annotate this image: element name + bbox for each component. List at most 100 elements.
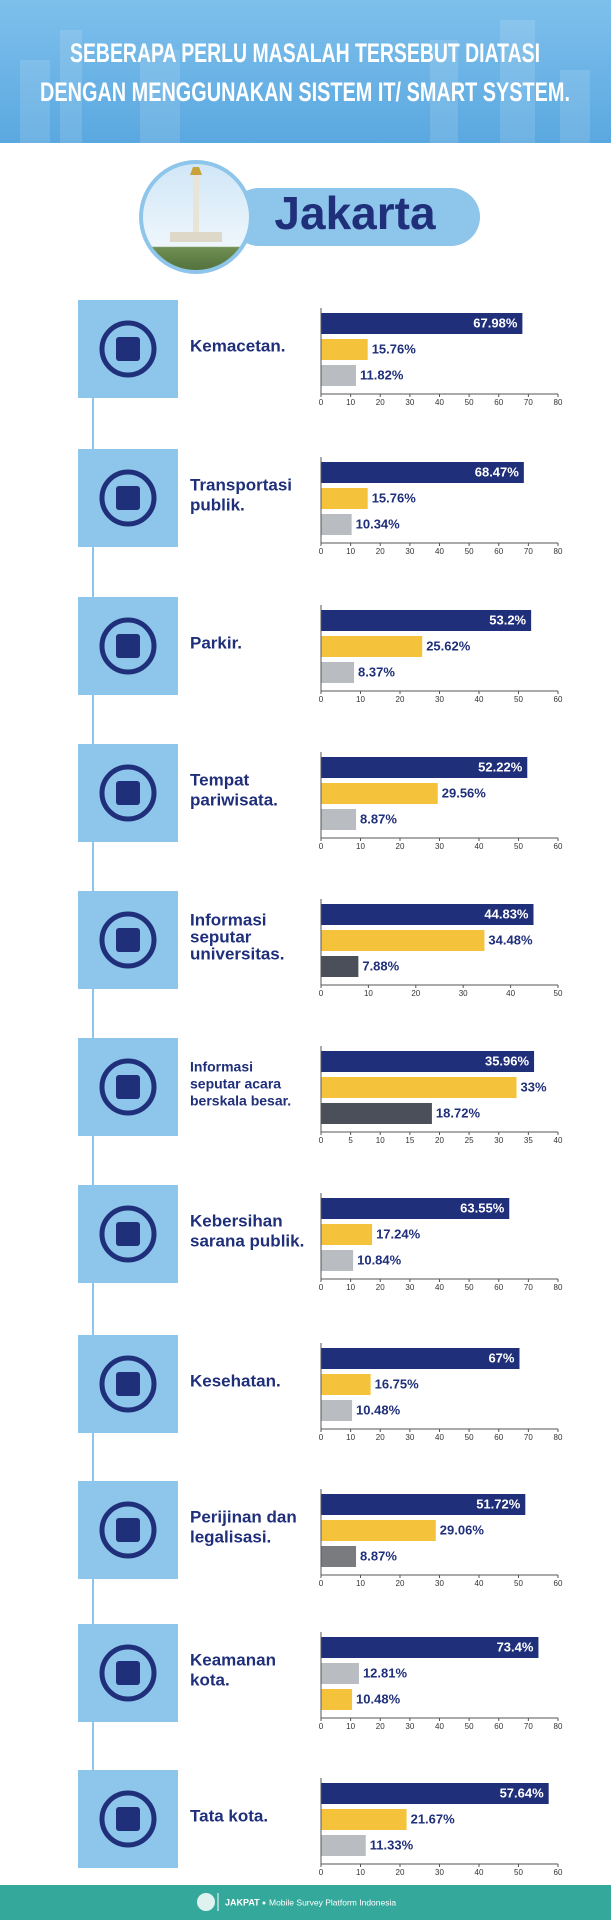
- value-label: 67%: [488, 1350, 514, 1365]
- x-tick-label: 60: [554, 1579, 563, 1588]
- footer-logo: [197, 1893, 215, 1911]
- icon-glyph: [99, 764, 157, 822]
- x-tick-label: 50: [514, 842, 523, 851]
- x-tick-label: 5: [348, 1136, 353, 1145]
- x-tick-label: 30: [405, 398, 414, 407]
- category-label: legalisasi.: [190, 1527, 271, 1546]
- category-label: Tata kota.: [190, 1806, 268, 1825]
- value-label: 25.62%: [426, 638, 471, 653]
- x-tick-label: 40: [435, 398, 444, 407]
- value-label: 16.75%: [375, 1376, 420, 1391]
- x-tick-label: 50: [514, 695, 523, 704]
- x-tick-label: 20: [376, 1433, 385, 1442]
- x-tick-label: 20: [376, 547, 385, 556]
- bar: [321, 1546, 357, 1567]
- icon-glyph: [116, 634, 140, 658]
- x-tick-label: 0: [319, 1283, 324, 1292]
- bar: [321, 904, 534, 925]
- bar: [321, 1400, 353, 1421]
- x-tick-label: 10: [346, 398, 355, 407]
- header-title-line: SEBERAPA PERLU MASALAH TERSEBUT DIATASI: [70, 38, 540, 68]
- x-tick-label: 10: [356, 1868, 365, 1877]
- x-tick-label: 10: [356, 1579, 365, 1588]
- category-label: seputar acara: [190, 1076, 281, 1092]
- bar: [321, 1103, 432, 1124]
- x-tick-label: 0: [319, 1136, 324, 1145]
- city-pill: [230, 188, 480, 246]
- bar: [321, 636, 423, 657]
- x-tick-label: 30: [435, 695, 444, 704]
- x-tick-label: 60: [554, 842, 563, 851]
- value-label: 10.48%: [356, 1691, 401, 1706]
- icon-glyph: [116, 1807, 140, 1831]
- category-label: publik.: [190, 495, 245, 514]
- x-tick-label: 30: [405, 547, 414, 556]
- icon-glyph: [116, 337, 140, 361]
- value-label: 11.82%: [360, 367, 404, 382]
- bar: [321, 488, 368, 509]
- x-tick-label: 0: [319, 1868, 324, 1877]
- x-tick-label: 20: [435, 1136, 444, 1145]
- x-tick-label: 40: [475, 1579, 484, 1588]
- x-tick-label: 0: [319, 1722, 324, 1731]
- x-tick-label: 60: [554, 695, 563, 704]
- icon-glyph: [99, 469, 157, 527]
- category-label: Perijinan dan: [190, 1507, 297, 1526]
- value-label: 73.4%: [497, 1639, 534, 1654]
- x-tick-label: 50: [465, 547, 474, 556]
- x-tick-label: 0: [319, 1579, 324, 1588]
- icon-glyph: [116, 1372, 140, 1396]
- bar: [321, 1689, 353, 1710]
- x-tick-label: 80: [554, 1283, 563, 1292]
- x-tick-label: 40: [435, 1722, 444, 1731]
- x-tick-label: 30: [405, 1283, 414, 1292]
- value-label: 51.72%: [476, 1496, 521, 1511]
- bar: [321, 1224, 373, 1245]
- x-tick-label: 40: [475, 842, 484, 851]
- value-label: 10.84%: [357, 1252, 402, 1267]
- value-label: 21.67%: [411, 1811, 456, 1826]
- category-label: universitas.: [190, 944, 285, 963]
- bar: [321, 757, 528, 778]
- category-label: berskala besar.: [190, 1093, 291, 1109]
- bar: [321, 1077, 517, 1098]
- bar: [321, 662, 355, 683]
- x-tick-label: 40: [475, 695, 484, 704]
- x-tick-label: 50: [514, 1868, 523, 1877]
- icon-glyph: [116, 781, 140, 805]
- bar: [321, 809, 357, 830]
- bar: [321, 365, 357, 386]
- x-tick-label: 80: [554, 1433, 563, 1442]
- value-label: 11.33%: [370, 1837, 414, 1852]
- x-tick-label: 10: [346, 1722, 355, 1731]
- x-tick-label: 60: [494, 1722, 503, 1731]
- x-tick-label: 25: [465, 1136, 474, 1145]
- x-tick-label: 20: [396, 695, 405, 704]
- value-label: 33%: [521, 1079, 547, 1094]
- value-label: 29.56%: [442, 785, 487, 800]
- icon-glyph: [116, 1661, 140, 1685]
- value-label: 12.81%: [363, 1665, 408, 1680]
- x-tick-label: 0: [319, 1433, 324, 1442]
- icon-glyph: [99, 1205, 157, 1263]
- icon-glyph: [99, 1790, 157, 1848]
- x-tick-label: 50: [554, 989, 563, 998]
- x-tick-label: 70: [524, 1433, 533, 1442]
- category-label: Tempat: [190, 770, 250, 789]
- x-tick-label: 50: [465, 1283, 474, 1292]
- x-tick-label: 50: [514, 1579, 523, 1588]
- bar: [321, 339, 368, 360]
- x-tick-label: 30: [435, 1579, 444, 1588]
- value-label: 10.34%: [356, 516, 401, 531]
- x-tick-label: 30: [435, 1868, 444, 1877]
- x-tick-label: 80: [554, 1722, 563, 1731]
- x-tick-label: 30: [405, 1433, 414, 1442]
- x-tick-label: 40: [506, 989, 515, 998]
- x-tick-label: 20: [396, 1579, 405, 1588]
- value-label: 63.55%: [460, 1200, 505, 1215]
- icon-glyph: [99, 1501, 157, 1559]
- x-tick-label: 60: [494, 398, 503, 407]
- bar: [321, 1198, 510, 1219]
- icon-glyph: [116, 1075, 140, 1099]
